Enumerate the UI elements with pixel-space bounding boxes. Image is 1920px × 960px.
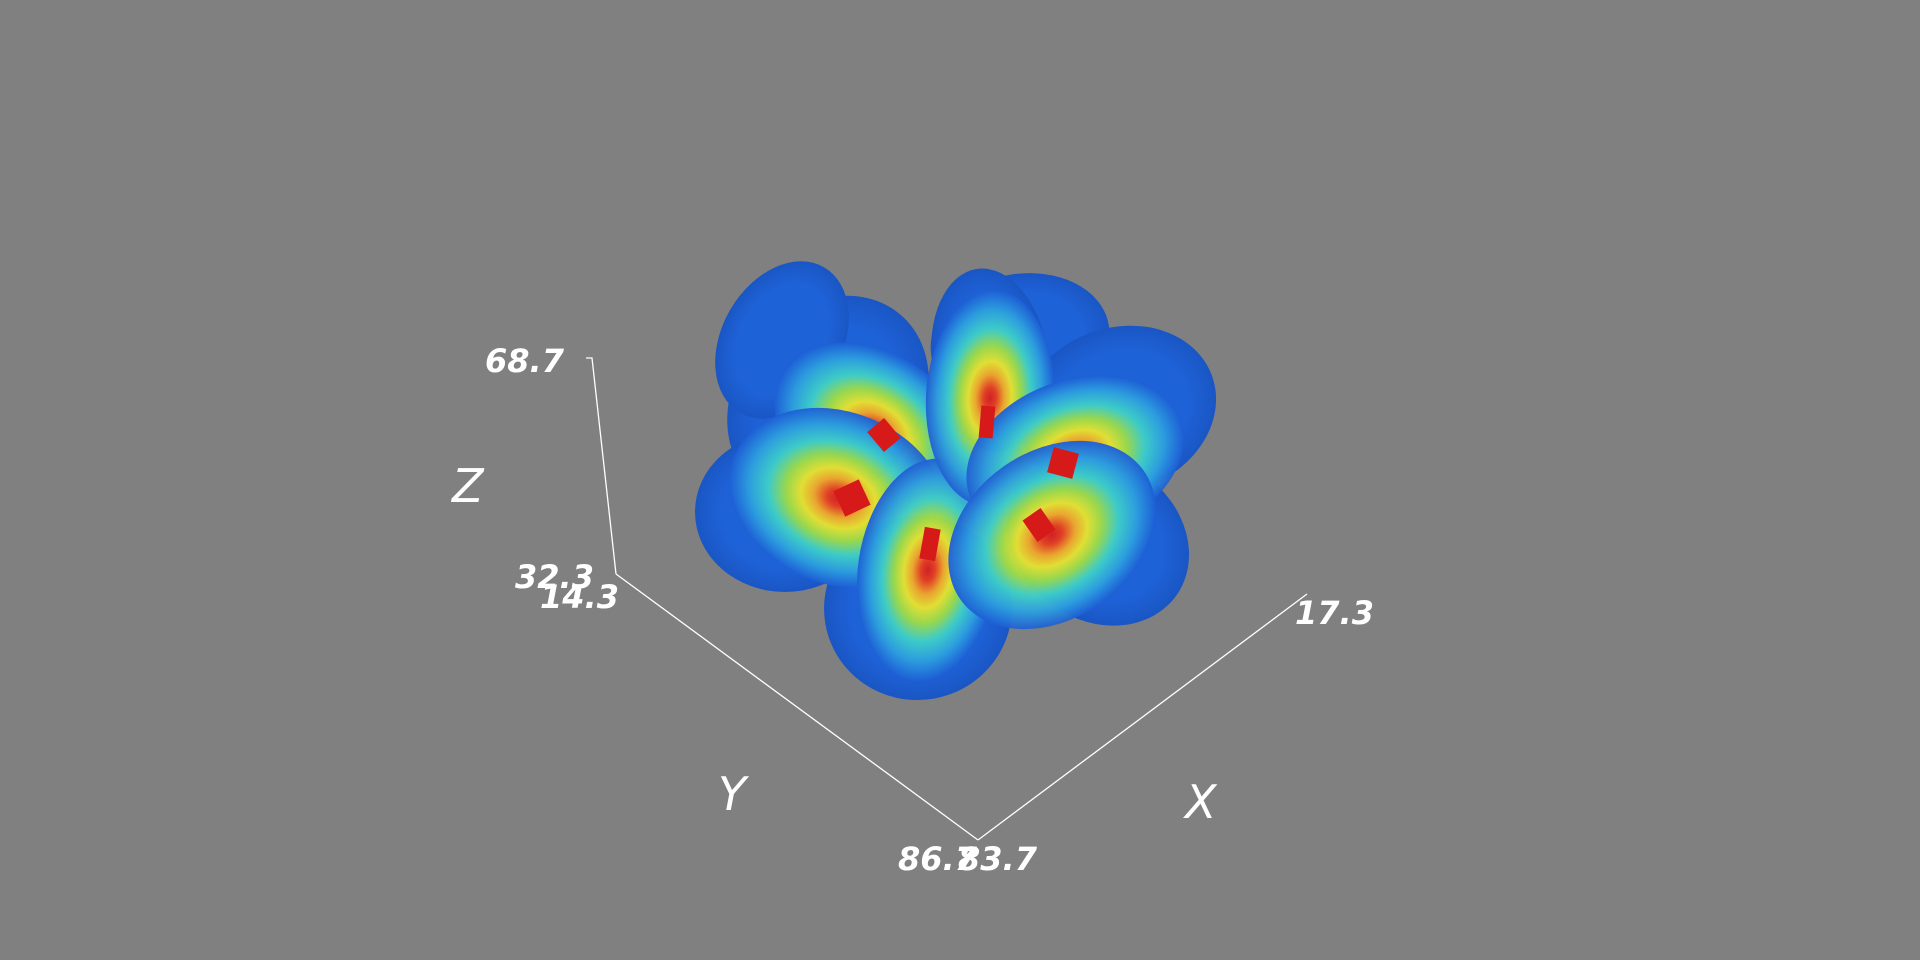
y-axis-title: Y: [718, 767, 750, 821]
x-axis-min-tick: 83.7: [958, 840, 1038, 878]
axes-outline: [586, 357, 1308, 841]
y-axis-min-tick: 14.3: [540, 578, 619, 616]
z-axis-title: Z: [450, 459, 485, 513]
lobe-lower-right: [948, 440, 1156, 630]
z-axis-min-tick: 32.3: [515, 558, 594, 596]
isosurface-object[interactable]: [686, 237, 1240, 715]
z-axis-line: [586, 357, 617, 575]
y-axis-max-tick: 86.7: [898, 840, 978, 878]
x-axis-max-tick: 17.3: [1295, 594, 1374, 632]
x-axis-line: [977, 593, 1308, 841]
z-axis-max-tick: 68.7: [485, 342, 565, 380]
lobe-cores: [833, 405, 1079, 562]
axis-labels: 68.7 Z 32.3 14.3 Y 86.7 83.7 X 17.3: [450, 342, 1374, 878]
y-axis-line: [615, 573, 979, 841]
x-axis-title: X: [1183, 775, 1218, 829]
